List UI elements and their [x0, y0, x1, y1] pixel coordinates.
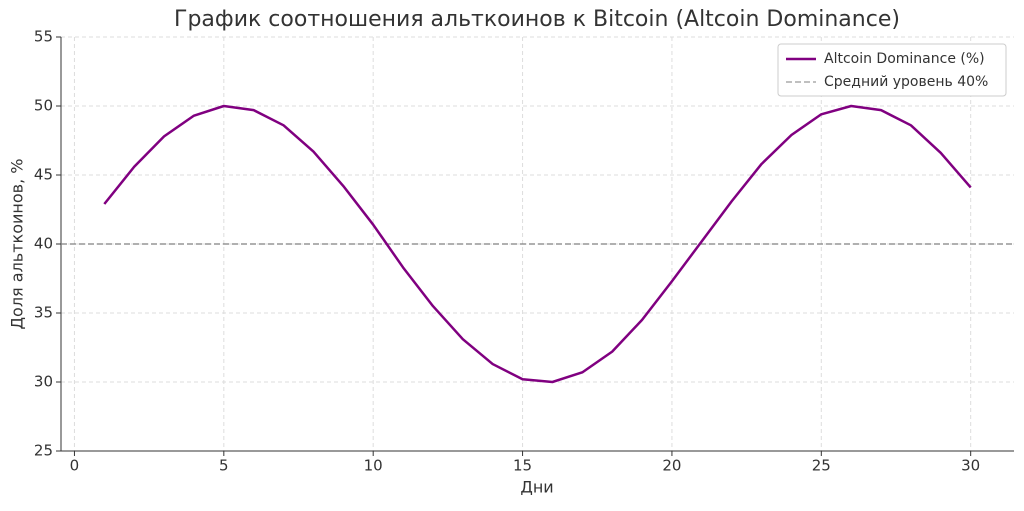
data-line: [103, 104, 972, 384]
legend-label: Средний уровень 40%: [824, 74, 988, 90]
x-tick-label: 5: [219, 457, 229, 475]
x-tick-label: 20: [662, 457, 681, 475]
y-axis-label: Доля альткоинов, %: [8, 159, 27, 330]
x-tick-label: 10: [364, 457, 383, 475]
legend-label: Altcoin Dominance (%): [824, 51, 985, 67]
x-tick-label: 30: [961, 457, 980, 475]
x-tick-label: 25: [812, 457, 831, 475]
chart-title: График соотношения альткоинов к Bitcoin …: [174, 7, 900, 32]
legend-box: [777, 43, 1007, 97]
y-tick-label: 45: [34, 166, 53, 184]
y-tick-label: 35: [34, 304, 53, 322]
y-tick-label: 50: [34, 97, 53, 115]
y-tick-label: 40: [34, 235, 53, 253]
y-tick-label: 25: [34, 442, 53, 460]
y-tick-label: 55: [34, 28, 53, 46]
x-axis-label: Дни: [520, 478, 553, 497]
y-tick-label: 30: [34, 373, 53, 391]
x-tick-label: 15: [513, 457, 532, 475]
x-tick-label: 0: [70, 457, 80, 475]
